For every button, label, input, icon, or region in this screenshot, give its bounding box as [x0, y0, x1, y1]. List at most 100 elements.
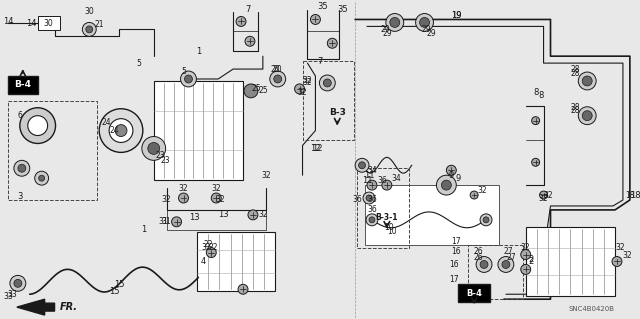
Text: B-3: B-3: [329, 108, 346, 117]
Text: 23: 23: [156, 151, 166, 160]
Circle shape: [83, 22, 96, 36]
Text: 15: 15: [109, 287, 119, 296]
Text: 28: 28: [571, 106, 580, 115]
Text: 13: 13: [189, 213, 200, 222]
Text: 26: 26: [474, 253, 483, 262]
Text: 24: 24: [109, 126, 119, 135]
Circle shape: [270, 71, 285, 87]
Circle shape: [420, 18, 429, 27]
Text: 1: 1: [196, 47, 201, 56]
Circle shape: [579, 72, 596, 90]
Circle shape: [582, 111, 592, 121]
Text: 36: 36: [352, 196, 362, 204]
Text: 16: 16: [449, 260, 459, 269]
Circle shape: [366, 214, 378, 226]
Text: 34: 34: [367, 166, 377, 175]
Bar: [8, 101, 97, 200]
Text: 30: 30: [44, 19, 54, 28]
Text: 29: 29: [380, 25, 390, 34]
Text: 16: 16: [451, 247, 461, 256]
Text: 28: 28: [571, 64, 580, 74]
Text: 25: 25: [251, 85, 260, 93]
Text: 32: 32: [211, 184, 221, 193]
Text: 22: 22: [209, 243, 218, 252]
Circle shape: [532, 117, 540, 125]
Text: 15: 15: [114, 280, 124, 289]
Circle shape: [245, 36, 255, 46]
Text: 8: 8: [538, 91, 543, 100]
Text: 9: 9: [449, 171, 454, 180]
Text: 12: 12: [312, 144, 323, 153]
Text: 11: 11: [362, 176, 372, 185]
Text: 8: 8: [533, 88, 538, 97]
Text: 5: 5: [136, 59, 141, 68]
Circle shape: [382, 180, 392, 190]
Text: 33: 33: [7, 290, 17, 299]
Circle shape: [355, 158, 369, 172]
Circle shape: [148, 143, 160, 154]
Circle shape: [10, 275, 26, 291]
Text: 20: 20: [273, 64, 282, 74]
Text: 26: 26: [474, 247, 483, 256]
Text: 6: 6: [17, 111, 22, 120]
Polygon shape: [17, 299, 54, 315]
Text: 28: 28: [571, 69, 580, 78]
Text: 13: 13: [218, 210, 228, 219]
Text: 17: 17: [449, 275, 459, 284]
Circle shape: [274, 75, 282, 83]
Bar: [458, 284, 490, 302]
Circle shape: [38, 175, 45, 181]
Text: 32: 32: [179, 184, 188, 193]
Circle shape: [502, 261, 510, 269]
Text: 29: 29: [427, 29, 436, 38]
Text: 34: 34: [392, 174, 402, 183]
Circle shape: [28, 116, 47, 136]
Circle shape: [476, 256, 492, 272]
Text: 32: 32: [521, 243, 531, 252]
Text: 32: 32: [539, 194, 548, 203]
Text: FR.: FR.: [60, 302, 77, 312]
Bar: [303, 61, 354, 140]
Text: 18: 18: [630, 190, 640, 200]
Text: 22: 22: [204, 240, 213, 249]
Circle shape: [442, 180, 451, 190]
Text: 12: 12: [310, 144, 321, 153]
Circle shape: [294, 84, 305, 94]
Circle shape: [14, 160, 29, 176]
Circle shape: [184, 75, 193, 83]
Circle shape: [109, 119, 133, 143]
Circle shape: [540, 191, 548, 199]
Text: 35: 35: [317, 2, 328, 11]
Bar: [468, 245, 523, 299]
Text: 10: 10: [384, 223, 394, 232]
Circle shape: [363, 192, 375, 204]
Text: 5: 5: [181, 67, 186, 76]
Text: 29: 29: [422, 25, 431, 34]
Circle shape: [480, 261, 488, 269]
Text: 32: 32: [303, 77, 312, 85]
Bar: [197, 232, 275, 291]
Circle shape: [14, 279, 22, 287]
Circle shape: [99, 109, 143, 152]
Circle shape: [390, 18, 400, 27]
Text: 10: 10: [387, 227, 397, 236]
Circle shape: [238, 284, 248, 294]
Text: 32: 32: [303, 78, 312, 87]
Text: 25: 25: [258, 86, 268, 95]
Circle shape: [179, 193, 188, 203]
Text: 32: 32: [202, 243, 211, 252]
Circle shape: [521, 264, 531, 274]
Text: 32: 32: [622, 251, 632, 260]
Text: 32: 32: [477, 186, 487, 195]
Circle shape: [310, 14, 321, 25]
Circle shape: [483, 217, 489, 223]
Circle shape: [172, 217, 182, 227]
Circle shape: [18, 164, 26, 172]
Text: 7: 7: [317, 57, 323, 66]
Circle shape: [498, 256, 514, 272]
Circle shape: [470, 191, 478, 199]
Text: B-4: B-4: [466, 289, 482, 298]
Text: 17: 17: [451, 237, 461, 246]
Circle shape: [579, 107, 596, 125]
Circle shape: [236, 17, 246, 26]
